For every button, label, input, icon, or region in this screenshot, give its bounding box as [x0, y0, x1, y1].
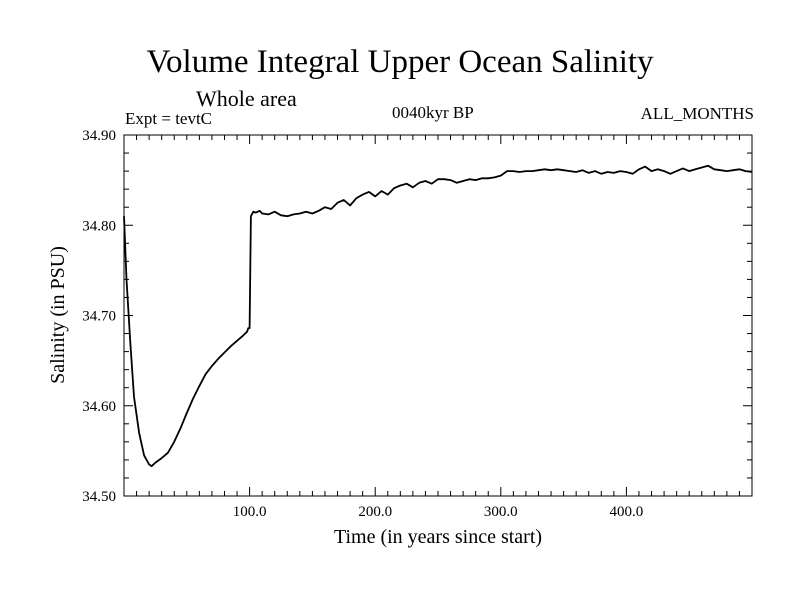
x-tick-label: 100.0 — [233, 504, 267, 520]
y-tick-label: 34.70 — [82, 309, 116, 325]
tick-labels: 100.0 200.0 300.0 400.0 34.50 34.60 34.70 34.80… — [82, 128, 643, 520]
experiment-label: Expt = tevtC — [125, 109, 213, 128]
plot-frame — [123, 134, 753, 497]
y-tick-label: 34.80 — [82, 218, 116, 234]
chart-title: Volume Integral Upper Ocean Salinity — [146, 44, 654, 80]
x-axis-label: Time (in years since start) — [334, 526, 542, 548]
x-tick-label: 400.0 — [610, 504, 644, 520]
months-label: ALL_MONTHS — [640, 104, 754, 123]
y-tick-label: 34.50 — [82, 489, 116, 505]
y-tick-label: 34.60 — [82, 399, 116, 415]
axis-ticks — [124, 135, 752, 496]
period-label: 0040kyr BP — [392, 103, 474, 122]
y-axis-label: Salinity (in PSU) — [47, 246, 69, 384]
y-tick-label: 34.90 — [82, 128, 116, 144]
chart-subtitle: Whole area — [196, 86, 297, 111]
series-line-salinity — [123, 164, 753, 468]
x-tick-label: 300.0 — [484, 504, 518, 520]
x-tick-label: 200.0 — [358, 504, 392, 520]
